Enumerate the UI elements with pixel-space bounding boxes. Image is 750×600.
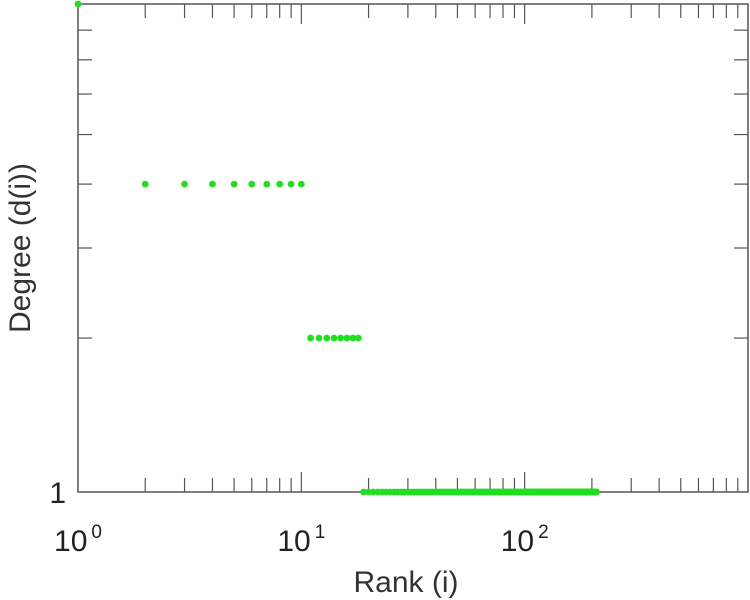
data-point bbox=[343, 334, 351, 342]
data-point bbox=[354, 334, 362, 342]
data-point bbox=[330, 334, 338, 342]
data-point bbox=[263, 180, 271, 188]
y-tick-labels: 1 bbox=[49, 477, 66, 510]
data-point bbox=[74, 0, 82, 8]
data-point bbox=[315, 334, 323, 342]
data-point bbox=[337, 334, 345, 342]
x-tick-label: 10 0 bbox=[54, 522, 102, 558]
data-point bbox=[209, 180, 216, 188]
data-point bbox=[141, 180, 149, 188]
data-point bbox=[360, 488, 367, 496]
data-point bbox=[307, 334, 314, 342]
x-tick-labels: 10 0 10 1 10 2 bbox=[54, 522, 549, 558]
data-points bbox=[74, 0, 601, 496]
data-point bbox=[248, 180, 256, 188]
y-axis-title: Degree (d(i)) bbox=[4, 163, 37, 333]
plot-frame bbox=[77, 3, 749, 493]
axis-ticks bbox=[78, 4, 748, 492]
data-point bbox=[287, 180, 295, 188]
data-point bbox=[323, 334, 331, 342]
data-point bbox=[349, 334, 357, 342]
data-point bbox=[297, 180, 305, 188]
y-tick-label: 1 bbox=[49, 477, 66, 510]
data-point bbox=[230, 180, 238, 188]
x-tick-label: 10 2 bbox=[501, 522, 549, 558]
data-point bbox=[365, 488, 372, 496]
x-tick-label: 10 1 bbox=[277, 522, 325, 558]
data-point bbox=[593, 488, 601, 496]
data-point bbox=[181, 180, 188, 188]
data-point bbox=[276, 180, 284, 188]
x-axis-title: Rank (i) bbox=[353, 566, 458, 599]
